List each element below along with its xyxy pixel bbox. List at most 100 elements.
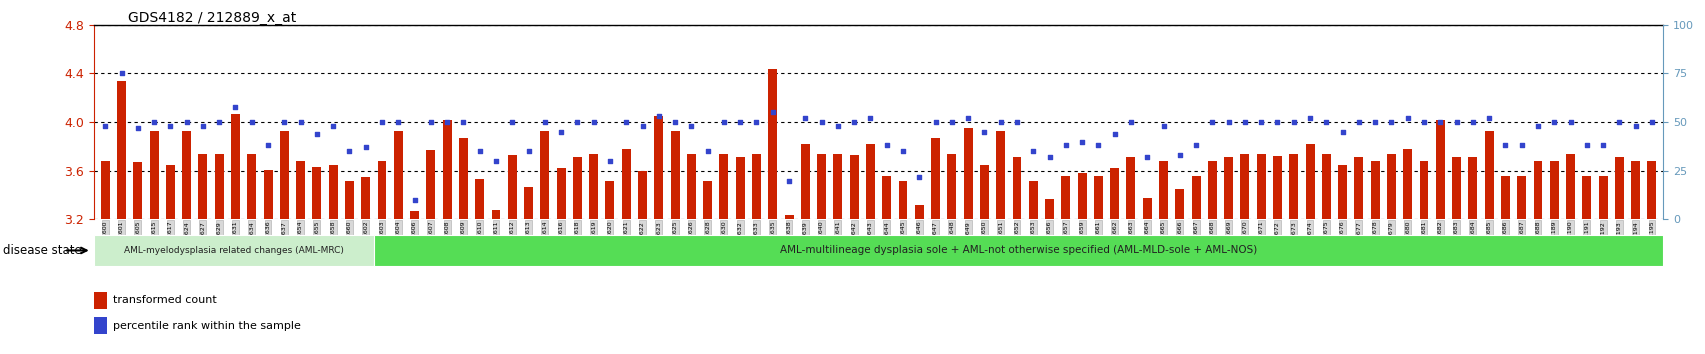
Point <box>1524 123 1552 129</box>
Bar <box>946 154 957 219</box>
Point <box>1410 119 1437 125</box>
Point <box>742 119 769 125</box>
Point <box>157 123 184 129</box>
Point <box>888 149 916 154</box>
Point <box>1199 119 1226 125</box>
Point <box>1540 119 1567 125</box>
Point <box>1604 119 1632 125</box>
Bar <box>881 176 890 219</box>
Bar <box>442 120 452 219</box>
Point <box>953 115 980 121</box>
Point <box>1589 143 1616 148</box>
Bar <box>1110 169 1118 219</box>
Text: disease state: disease state <box>3 244 82 257</box>
Bar <box>165 165 174 219</box>
Point <box>286 119 314 125</box>
Point <box>873 143 900 148</box>
Point <box>921 119 948 125</box>
Bar <box>1125 158 1136 219</box>
Point <box>612 119 639 125</box>
Text: transformed count: transformed count <box>113 295 217 305</box>
Point <box>547 129 575 135</box>
Point <box>1361 119 1388 125</box>
Bar <box>1533 161 1541 219</box>
Point <box>1507 143 1534 148</box>
Bar <box>588 154 598 219</box>
Bar <box>1240 154 1248 219</box>
Bar <box>1337 165 1347 219</box>
Bar <box>394 131 402 219</box>
Bar <box>247 154 256 219</box>
Point <box>140 119 167 125</box>
Bar <box>523 187 532 219</box>
Point <box>319 123 346 129</box>
Point <box>189 123 217 129</box>
Bar <box>101 161 109 219</box>
Point <box>1490 143 1517 148</box>
Point <box>1345 119 1373 125</box>
Point <box>791 115 818 121</box>
Point <box>970 129 997 135</box>
Bar <box>133 162 142 219</box>
Bar <box>1386 154 1395 219</box>
Point <box>92 123 119 129</box>
Bar <box>702 181 711 219</box>
Bar <box>1224 158 1233 219</box>
Point <box>563 119 590 125</box>
Point <box>124 125 152 131</box>
Point <box>759 110 786 115</box>
Point <box>1378 119 1405 125</box>
Bar <box>1158 161 1168 219</box>
Bar <box>540 131 549 219</box>
Bar <box>1436 120 1444 219</box>
Point <box>1117 119 1144 125</box>
Bar <box>215 154 223 219</box>
Point <box>629 123 656 129</box>
Point <box>1475 115 1502 121</box>
Text: AML-multilineage dysplasia sole + AML-not otherwise specified (AML-MLD-sole + AM: AML-multilineage dysplasia sole + AML-no… <box>779 245 1257 256</box>
Bar <box>1419 161 1427 219</box>
Point <box>1084 143 1112 148</box>
Bar <box>1630 161 1639 219</box>
Bar <box>899 181 907 219</box>
Point <box>1637 119 1664 125</box>
Point <box>1311 119 1338 125</box>
Bar <box>361 177 370 219</box>
Text: AML-myelodysplasia related changes (AML-MRC): AML-myelodysplasia related changes (AML-… <box>124 246 344 255</box>
Bar <box>1565 154 1574 219</box>
Point <box>172 119 199 125</box>
Point <box>336 149 363 154</box>
Point <box>303 131 331 137</box>
Point <box>1020 149 1047 154</box>
Bar <box>979 165 989 219</box>
Point <box>1572 143 1599 148</box>
Bar <box>297 161 305 219</box>
Bar <box>849 155 858 219</box>
Bar <box>720 154 728 219</box>
Point <box>368 119 396 125</box>
Point <box>938 119 965 125</box>
Bar <box>344 181 353 219</box>
Bar <box>230 114 240 219</box>
Point <box>694 149 721 154</box>
Point <box>580 119 607 125</box>
Bar <box>1582 176 1591 219</box>
Point <box>1328 129 1355 135</box>
Bar <box>752 154 760 219</box>
Bar <box>491 210 500 219</box>
Point <box>1263 119 1291 125</box>
Bar <box>1483 131 1494 219</box>
Point <box>709 119 737 125</box>
Bar <box>329 165 338 219</box>
Bar <box>1354 158 1362 219</box>
Bar <box>1615 158 1623 219</box>
Bar <box>573 158 581 219</box>
Point <box>1214 119 1241 125</box>
Point <box>1458 119 1485 125</box>
Point <box>824 123 851 129</box>
Point <box>776 178 803 183</box>
Point <box>1100 131 1127 137</box>
Bar <box>1500 176 1509 219</box>
Bar <box>914 205 922 219</box>
Point <box>987 119 1014 125</box>
